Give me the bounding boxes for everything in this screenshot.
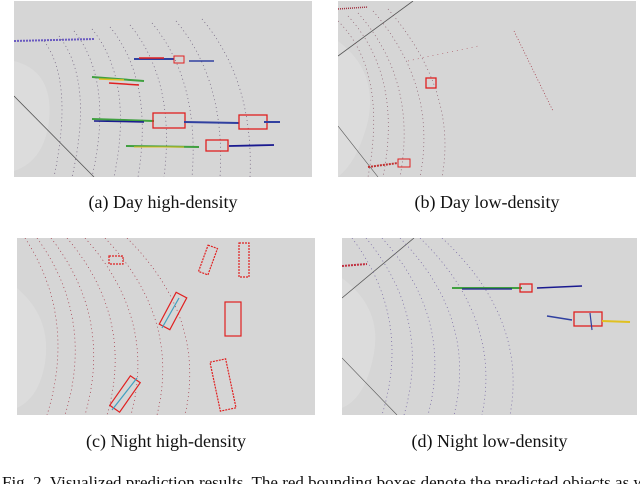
lidar-scan-c: [17, 238, 315, 415]
panel-day-high-density: [14, 1, 312, 177]
panel-day-low-density: [338, 1, 636, 177]
caption-b: (b) Day low-density: [414, 192, 560, 212]
panel-night-high-density: [17, 238, 315, 415]
lidar-scan-d: [342, 238, 637, 415]
figure-caption: Fig. 2. Visualized prediction results. T…: [2, 473, 640, 484]
caption-c: (c) Night high-density: [86, 431, 246, 451]
panel-night-low-density: [342, 238, 637, 415]
lidar-scan-a: [14, 1, 312, 177]
caption-a: (a) Day high-density: [88, 192, 238, 212]
caption-d: (d) Night low-density: [411, 431, 568, 451]
detections-a: [91, 55, 280, 152]
lidar-scan-b: [338, 1, 636, 177]
